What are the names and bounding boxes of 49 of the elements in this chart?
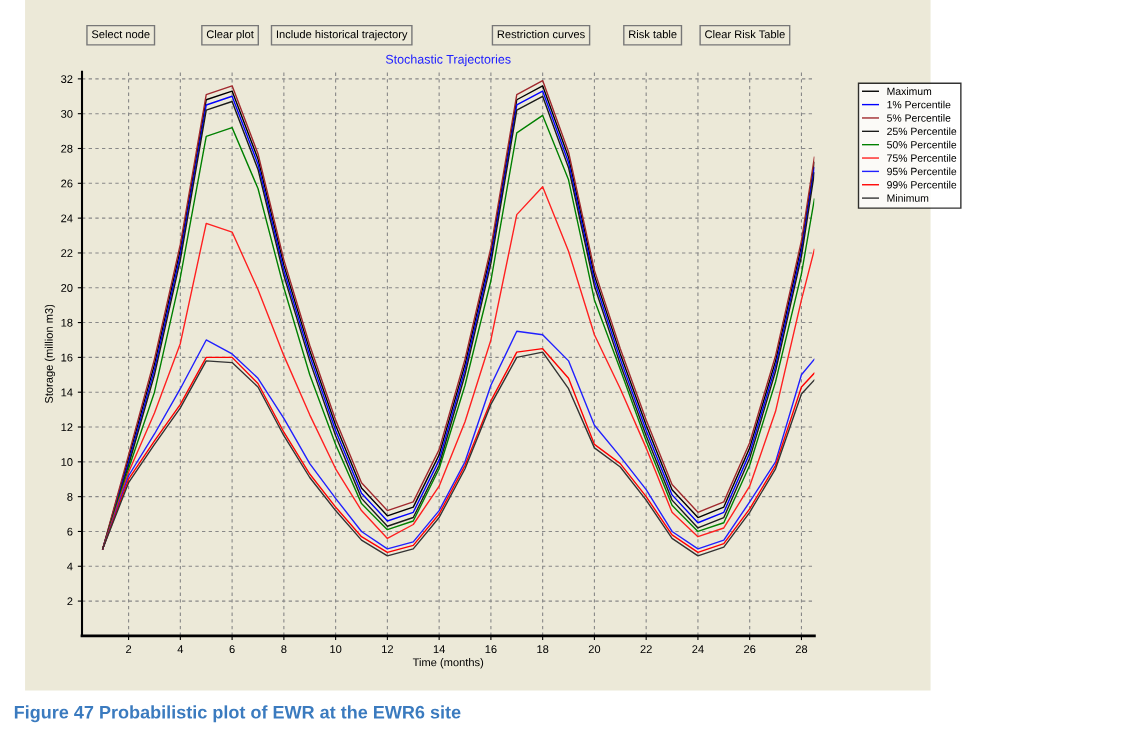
legend-label: 5% Percentile (887, 114, 951, 122)
x-tick-label: 4 (177, 645, 184, 653)
legend-label: Minimum (887, 194, 929, 202)
x-tick-label: 8 (281, 645, 287, 654)
caption: Figure 47 Probabilistic plot of EWR at the EWR6 site (14, 705, 461, 723)
y-tick-label: 6 (67, 527, 73, 536)
legend-label: 99% Percentile (887, 180, 957, 189)
text: Include historical trajectory (276, 30, 408, 41)
y-tick-label: 30 (61, 109, 73, 118)
y-tick-label: 20 (61, 284, 73, 292)
y-tick-label: 10 (61, 458, 73, 466)
legend-label: Maximum (887, 87, 932, 95)
x-tick-label: 2 (126, 645, 132, 653)
legend-label: 1% Percentile (887, 100, 951, 109)
y-tick-label: 32 (61, 75, 73, 83)
x-tick-label: 18 (537, 645, 549, 654)
x-axis-title: Time (months) (412, 658, 484, 669)
x-tick-label: 16 (485, 645, 497, 654)
y-tick-label: 22 (61, 249, 73, 257)
y-tick-label: 26 (61, 179, 73, 188)
y-tick-label: 16 (61, 353, 73, 362)
y-tick-label: 14 (61, 388, 73, 397)
x-tick-label: 12 (382, 645, 393, 653)
y-tick-label: 8 (67, 492, 73, 501)
y-tick-label: 12 (61, 423, 73, 432)
legend-label: 95% Percentile (887, 167, 957, 176)
x-tick-label: 26 (744, 645, 756, 654)
legend-label: 75% Percentile (887, 154, 957, 162)
x-tick-label: 20 (588, 645, 601, 654)
x-tick-label: 24 (692, 645, 704, 653)
x-tick-label: 22 (640, 645, 652, 653)
legend-label: 50% Percentile (887, 140, 957, 149)
text: Select node (91, 30, 150, 39)
text: Clear plot (206, 30, 254, 41)
chart-title: Stochastic Trajectories (385, 54, 511, 67)
legend-label: 25% Percentile (887, 127, 957, 136)
text: Clear Risk Table (705, 30, 785, 39)
y-tick-label: 28 (61, 144, 73, 153)
y-tick-label: 2 (67, 597, 73, 606)
x-tick-label: 10 (330, 645, 342, 654)
text: Restriction curves (497, 30, 585, 39)
y-axis-title: Storage (million m3) (44, 304, 56, 404)
x-tick-label: 28 (795, 645, 808, 654)
y-tick-label: 18 (61, 318, 73, 327)
y-tick-label: 24 (61, 214, 73, 223)
x-tick-label: 6 (229, 645, 235, 654)
x-tick-label: 14 (433, 645, 445, 653)
text: Risk table (629, 30, 677, 39)
y-tick-label: 4 (67, 562, 73, 571)
